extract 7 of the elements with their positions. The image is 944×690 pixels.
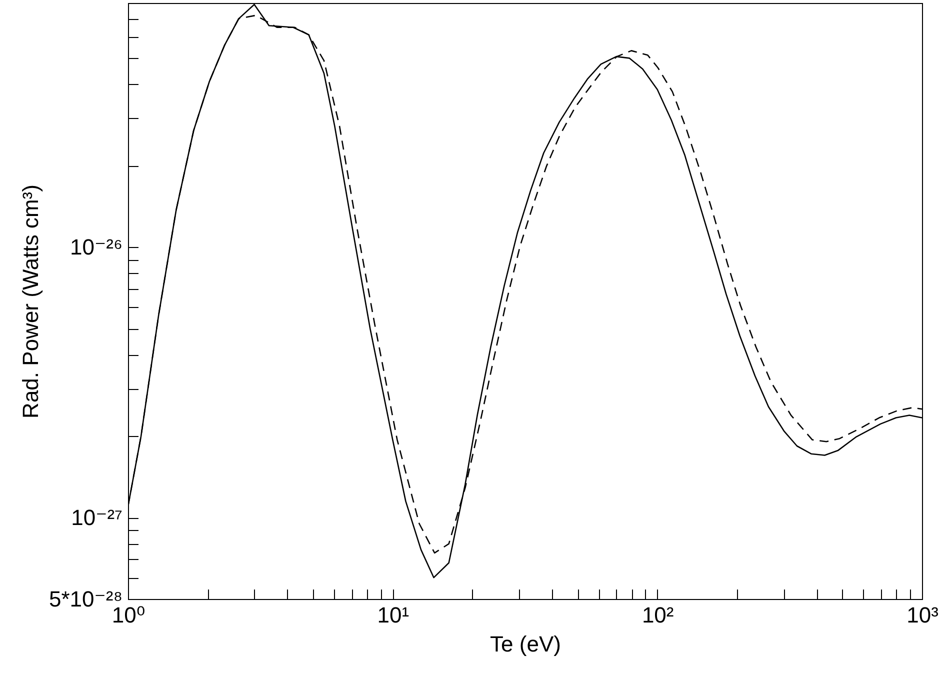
y-tick-label: 10⁻²⁷ <box>71 505 123 530</box>
x-axis-title: Te (eV) <box>490 632 561 656</box>
y-tick-label: 10⁻²⁶ <box>70 234 122 260</box>
y-axis-title: Rad. Power (Watts cm³) <box>18 184 44 418</box>
x-tick-label: 10¹ <box>377 602 410 628</box>
x-tick-label: 10² <box>642 602 674 628</box>
x-tick-label: 10³ <box>906 602 938 628</box>
